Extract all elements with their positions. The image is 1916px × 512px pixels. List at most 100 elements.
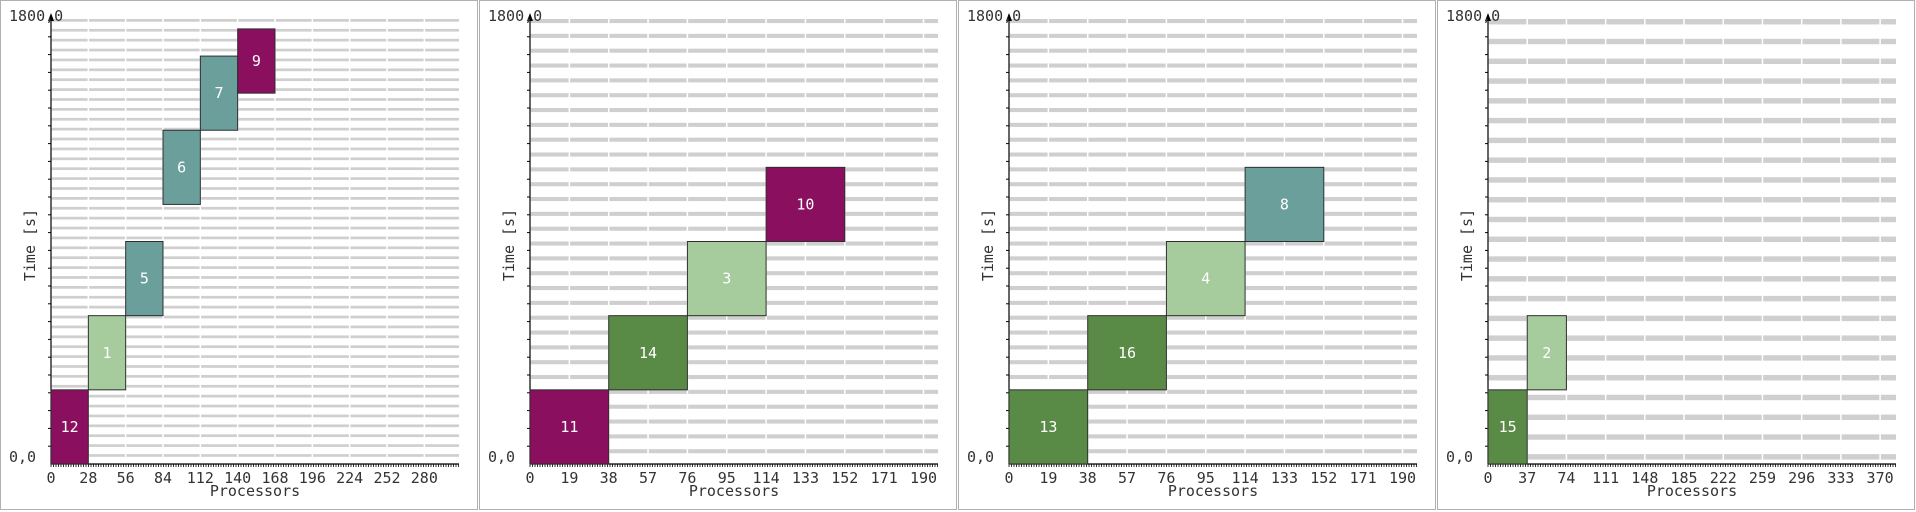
grid-band <box>1488 216 1896 223</box>
grid-band <box>1488 394 1896 401</box>
x-tick-label: 57 <box>639 469 657 487</box>
grid-band <box>1009 389 1417 394</box>
grid-band <box>51 365 459 368</box>
chart-panel-2: 0 19 38 57 76 95 114 133 152 171 190 1800,0 0,0 Proce… <box>479 0 957 510</box>
grid-band <box>530 63 938 68</box>
job-label-3: 3 <box>722 270 731 288</box>
grid-bands <box>50 19 459 464</box>
job-label-11: 11 <box>560 418 578 436</box>
x-tick-label: 190 <box>1389 469 1416 487</box>
grid-band <box>51 117 459 121</box>
x-tick-label: 0 <box>525 469 534 487</box>
grid-band <box>530 389 938 394</box>
grid-band <box>530 167 938 172</box>
grid-band <box>1009 434 1417 439</box>
x-tick-label: 133 <box>1271 469 1298 487</box>
x-tick-label: 111 <box>1592 469 1619 487</box>
job-block-7 <box>199 55 239 131</box>
job-label-6: 6 <box>177 158 186 176</box>
chart-svg-4: 0 37 74 111 148 185 222 259 296 333 370 1800,0 0,0 Pr… <box>1446 7 1896 500</box>
grid-band <box>530 152 938 157</box>
grid-band <box>1009 167 1417 172</box>
grid-band <box>530 48 938 53</box>
x-tick-label: 76 <box>678 469 696 487</box>
y-bottom-label: 0,0 <box>967 448 994 466</box>
job-block-4 <box>1165 241 1246 317</box>
grid-band <box>530 211 938 216</box>
grid-band <box>51 444 459 447</box>
grid-band <box>51 384 459 388</box>
x-tick-label: 38 <box>600 469 618 487</box>
grid-band <box>51 325 459 329</box>
grid-band <box>1009 108 1417 113</box>
grid-band <box>51 216 459 220</box>
grid-band <box>530 78 938 83</box>
y-bottom-label: 0,0 <box>488 448 515 466</box>
x-tick-label: 0 <box>46 469 55 487</box>
x-tick-label: 28 <box>79 469 97 487</box>
x-tick-label: 19 <box>1039 469 1057 487</box>
grid-band <box>530 404 938 409</box>
chart-svg-2: 0 19 38 57 76 95 114 133 152 171 190 1800,0 0,0 Proce… <box>488 7 938 500</box>
grid-band <box>1488 78 1896 84</box>
grid-band <box>1009 360 1417 365</box>
job-label-12: 12 <box>61 418 79 436</box>
grid-band <box>51 127 459 131</box>
x-tick-label: 74 <box>1557 469 1575 487</box>
grid-band <box>51 256 459 260</box>
grid-band <box>51 187 459 190</box>
grid-band <box>51 375 459 378</box>
job-label-4: 4 <box>1201 270 1210 288</box>
grid-band <box>1009 197 1417 202</box>
grid-band <box>51 355 459 358</box>
chart-panel-4: 0 37 74 111 148 185 222 259 296 333 370 1800,0 0,0 Pr… <box>1437 0 1915 510</box>
job-block-2 <box>1526 315 1567 391</box>
grid-band <box>1009 345 1417 350</box>
grid-band <box>530 315 938 320</box>
x-tick-label: 171 <box>871 469 898 487</box>
job-label-14: 14 <box>639 344 657 362</box>
grid-band <box>530 345 938 350</box>
grid-bands <box>1487 19 1896 464</box>
x-tick-label: 38 <box>1079 469 1097 487</box>
grid-band <box>1488 98 1896 104</box>
job-label-9: 9 <box>252 52 261 70</box>
x-tick-label: 148 <box>1631 469 1658 487</box>
grid-band <box>51 276 459 279</box>
grid-band <box>1009 330 1417 335</box>
grid-band <box>1009 315 1417 320</box>
grid-band <box>1009 63 1417 68</box>
grid-band <box>51 335 459 339</box>
x-tick-label: 171 <box>1350 469 1377 487</box>
job-label-13: 13 <box>1039 418 1057 436</box>
grid-band <box>1009 182 1417 187</box>
grid-band <box>51 295 459 299</box>
grid-band <box>51 246 459 250</box>
grid-band <box>530 122 938 127</box>
x-tick-label: 0 <box>1483 469 1492 487</box>
job-block-1 <box>87 315 127 391</box>
grid-band <box>1488 58 1896 64</box>
y-axis-title: Time [s] <box>1458 209 1476 281</box>
chart-panel-3: 0 19 38 57 76 95 114 133 152 171 190 1800,0 0,0 Proce… <box>958 0 1436 510</box>
grid-band <box>1488 454 1896 460</box>
grid-band <box>530 33 938 38</box>
grid-band <box>51 157 459 161</box>
grid-band <box>1009 33 1417 38</box>
x-tick-label: 259 <box>1749 469 1776 487</box>
x-tick-label: 370 <box>1867 469 1894 487</box>
job-block-13 <box>1008 389 1089 465</box>
x-axis-title: Processors <box>1168 482 1258 500</box>
grid-band <box>51 404 459 408</box>
job-block-5 <box>125 241 164 317</box>
x-tick-label: 133 <box>792 469 819 487</box>
grid-band <box>51 286 459 289</box>
grid-band <box>530 197 938 202</box>
grid-band <box>51 108 459 111</box>
job-block-11 <box>529 389 610 465</box>
grid-band <box>1488 137 1896 144</box>
grid-band <box>530 108 938 113</box>
grid-band <box>51 414 459 418</box>
job-block-3 <box>686 241 767 317</box>
x-tick-label: 19 <box>560 469 578 487</box>
